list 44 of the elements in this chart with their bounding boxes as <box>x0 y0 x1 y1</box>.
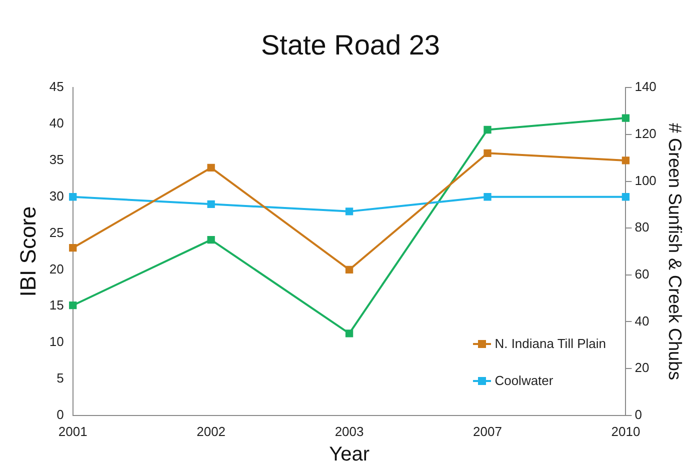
point <box>484 149 492 157</box>
x-tick-label: 2002 <box>196 424 226 439</box>
point <box>69 193 77 201</box>
y-tick-label: 25 <box>49 224 64 240</box>
point <box>622 114 630 122</box>
point <box>345 330 354 338</box>
y-tick-label: 40 <box>49 116 64 131</box>
point <box>207 200 215 208</box>
y2-tick-label: 120 <box>634 126 656 142</box>
x-axis-title: Year <box>329 444 370 466</box>
y-tick-label: 20 <box>49 261 64 276</box>
y-tick-label: 0 <box>56 406 64 422</box>
point <box>484 193 492 201</box>
x-tick-label: 2003 <box>334 424 364 439</box>
y-tick-label: 35 <box>49 152 64 168</box>
x-tick-label: 2007 <box>473 424 502 439</box>
y2-tick-label: 0 <box>634 406 642 422</box>
point <box>622 193 630 201</box>
y-tick-label: 15 <box>49 298 64 313</box>
y2-tick-label: 20 <box>634 360 650 376</box>
y-axis-title: IBI Score <box>15 206 40 297</box>
point <box>484 126 492 134</box>
point <box>69 244 77 252</box>
y-tick-label: 30 <box>49 188 64 204</box>
point <box>69 302 77 310</box>
point <box>622 156 630 164</box>
legend-label: Coolwater <box>494 373 554 388</box>
y-tick-label: 5 <box>56 370 64 386</box>
chart-title: State Road 23 <box>260 30 440 61</box>
y2-tick-label: 60 <box>634 266 650 282</box>
y-tick-label: 10 <box>49 334 64 350</box>
point <box>345 266 354 274</box>
y2-tick-label: 80 <box>634 220 650 235</box>
point <box>207 164 215 172</box>
point <box>345 208 354 216</box>
legend-label: N. Indiana Till Plain <box>494 336 606 352</box>
y-tick-label: 45 <box>49 79 64 94</box>
y2-tick-label: 140 <box>634 79 656 94</box>
point <box>207 236 215 244</box>
y2-tick-label: 100 <box>634 172 656 188</box>
x-tick-label: 2010 <box>611 424 640 439</box>
y2-axis-title: # Green Sunfish & Creek Chubs <box>665 122 686 380</box>
x-tick-label: 2001 <box>58 424 88 439</box>
y2-tick-label: 40 <box>634 313 650 328</box>
